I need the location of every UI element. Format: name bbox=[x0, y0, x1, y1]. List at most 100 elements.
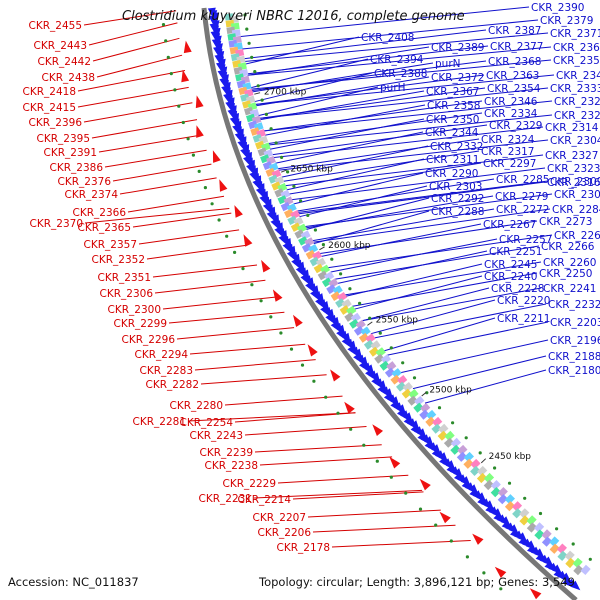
right-gene-label: CKR_2302 bbox=[554, 189, 600, 201]
feature-block bbox=[317, 270, 328, 281]
left-gene-label: CKR_2455 bbox=[29, 20, 82, 32]
feature-block bbox=[456, 451, 467, 462]
feature-block bbox=[519, 515, 530, 526]
right-gene-label: CKR_2334 bbox=[484, 108, 538, 120]
tick-dot bbox=[523, 496, 527, 500]
left-gene-label: CKR_2214 bbox=[238, 494, 292, 506]
scale-tick bbox=[319, 246, 325, 251]
right-leader-line bbox=[361, 287, 542, 322]
left-leader-line bbox=[132, 212, 232, 228]
feature-block bbox=[476, 472, 488, 484]
feature-block bbox=[450, 444, 461, 455]
left-leader-line bbox=[98, 134, 202, 153]
left-gene-label: CKR_2391 bbox=[44, 147, 97, 159]
left-leader-line bbox=[88, 22, 178, 46]
feature-block bbox=[512, 508, 523, 519]
right-leader-line bbox=[320, 223, 482, 257]
left-leader-line bbox=[234, 412, 356, 423]
left-gene-label: CKR_2178 bbox=[277, 542, 330, 554]
right-gene-label: CKR_2320 bbox=[554, 110, 600, 122]
right-leader-line bbox=[288, 162, 482, 195]
tick-dot bbox=[233, 250, 237, 254]
right-gene-label: CKR_2241 bbox=[543, 283, 596, 295]
tick-dot bbox=[286, 170, 290, 174]
reverse-gene-arrow bbox=[181, 69, 190, 83]
right-gene-label: purN bbox=[435, 58, 461, 70]
tick-dot bbox=[378, 331, 382, 335]
right-leader-line bbox=[327, 234, 553, 269]
tick-dot bbox=[243, 13, 247, 17]
left-gene-label: CKR_2438 bbox=[42, 72, 95, 84]
left-gene-label: CKR_2294 bbox=[135, 349, 189, 361]
scale-label: 2500 kbp bbox=[429, 386, 472, 396]
tick-dot bbox=[312, 379, 316, 383]
tick-dot bbox=[203, 186, 207, 190]
feature-block bbox=[549, 543, 560, 554]
right-leader-line bbox=[299, 185, 428, 218]
left-leader-line bbox=[138, 229, 240, 245]
right-gene-label: CKR_2379 bbox=[540, 15, 593, 27]
right-leader-line bbox=[296, 178, 495, 212]
right-gene-label: CKR_2232 bbox=[548, 299, 600, 311]
right-gene-label: CKR_2228 bbox=[491, 283, 544, 295]
right-leader-line bbox=[259, 87, 549, 119]
left-gene-label: CKR_2351 bbox=[98, 272, 151, 284]
left-gene-label: CKR_2374 bbox=[65, 189, 119, 201]
tick-dot bbox=[464, 436, 468, 440]
right-leader-line bbox=[312, 208, 551, 243]
feature-block bbox=[565, 557, 576, 569]
feature-block bbox=[490, 487, 501, 498]
feature-block bbox=[490, 480, 501, 491]
feature-block bbox=[450, 437, 461, 448]
feature-block bbox=[497, 487, 508, 498]
right-gene-label: CKR_2358 bbox=[427, 100, 480, 112]
tick-dot bbox=[499, 587, 503, 591]
tick-dots bbox=[161, 13, 592, 591]
feature-block bbox=[379, 360, 390, 371]
scale-labels: 2700 kbp 2650 kbp 2600 kbp 2550 kbp 2500 kbp… bbox=[254, 88, 531, 464]
left-leader-line bbox=[312, 524, 456, 533]
left-gene-label: CKR_2243 bbox=[190, 430, 243, 442]
reverse-gene-arrow bbox=[419, 478, 431, 491]
left-leader-line bbox=[127, 195, 225, 213]
tick-dot bbox=[389, 346, 393, 350]
feature-block bbox=[360, 326, 371, 337]
left-leader-line bbox=[254, 444, 382, 453]
feature-block bbox=[438, 423, 449, 434]
feature-block bbox=[408, 389, 419, 399]
right-leader-line bbox=[241, 19, 539, 50]
tick-dot bbox=[279, 331, 283, 335]
tick-dot bbox=[250, 283, 254, 287]
right-gene-label: CKR_2343 bbox=[556, 70, 600, 82]
reverse-gene-arrow bbox=[243, 234, 253, 247]
right-gene-label: CKR_2389 bbox=[431, 42, 484, 54]
tick-dot bbox=[418, 507, 423, 511]
feature-block bbox=[324, 271, 335, 282]
left-leader-line bbox=[152, 264, 258, 278]
feature-block bbox=[315, 257, 326, 268]
reverse-gene-arrow bbox=[307, 344, 318, 357]
right-leader-line bbox=[334, 245, 540, 280]
reverse-gene-arrow bbox=[472, 533, 484, 545]
feature-block bbox=[355, 319, 366, 330]
left-leader-line bbox=[91, 119, 198, 139]
tick-dot bbox=[300, 363, 305, 367]
feature-block bbox=[504, 501, 515, 512]
left-gene-label: CKR_2365 bbox=[78, 222, 131, 234]
right-gene-label: CKR_2257 bbox=[499, 234, 552, 246]
genome-title: Clostridium kluyveri NBRC 12016, complet… bbox=[122, 9, 465, 24]
right-gene-label: CKR_2279 bbox=[495, 191, 548, 203]
right-gene-label: CKR_2327 bbox=[545, 150, 598, 162]
right-leader-line bbox=[412, 355, 547, 390]
genome-backbone bbox=[201, 7, 578, 600]
left-leader-line bbox=[187, 412, 356, 422]
left-gene-label: CKR_2207 bbox=[253, 512, 306, 524]
feature-block bbox=[390, 374, 401, 385]
tick-dot bbox=[507, 481, 512, 485]
feature-block bbox=[349, 319, 360, 329]
feature-block bbox=[365, 333, 376, 344]
right-leader-line bbox=[424, 369, 547, 404]
right-gene-label: CKR_2388 bbox=[374, 68, 427, 80]
feature-block bbox=[470, 458, 481, 469]
left-gene-label: CKR_2229 bbox=[223, 478, 276, 490]
